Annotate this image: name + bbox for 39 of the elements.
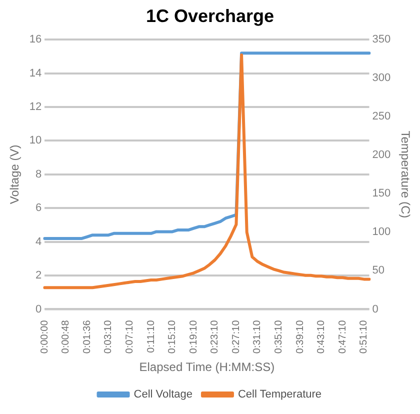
y2-tick-label: 150 xyxy=(372,188,391,200)
y2-axis-title: Temperature (C) xyxy=(398,130,412,218)
x-tick-label: 0:31:10 xyxy=(252,320,264,354)
legend-label: Cell Voltage xyxy=(134,388,192,401)
y2-tick-label: 100 xyxy=(372,226,391,238)
y-tick-label: 4 xyxy=(36,236,42,248)
x-tick-label: 0:07:10 xyxy=(124,320,136,354)
x-tick-label: 0:27:10 xyxy=(230,320,242,354)
x-tick-label: 0:01:36 xyxy=(82,320,93,354)
y-tick-label: 14 xyxy=(29,67,42,80)
y2-tick-label: 0 xyxy=(372,303,378,316)
y-tick-label: 8 xyxy=(36,168,42,180)
x-axis-title: Elapsed Time (H:MM:SS) xyxy=(139,360,275,374)
x-tick-label: 0:15:10 xyxy=(167,320,178,354)
x-tick-label: 0:00:48 xyxy=(60,320,72,354)
x-tick-label: 0:39:10 xyxy=(294,320,306,354)
x-tick-label: 0:43:10 xyxy=(316,320,328,354)
y2-tick-label: 250 xyxy=(372,110,391,123)
x-tick-label: 0:35:10 xyxy=(274,320,285,354)
x-tick-label: 0:47:10 xyxy=(337,320,348,354)
x-tick-label: 0:00:00 xyxy=(39,320,50,354)
y-tick-label: 6 xyxy=(36,202,42,214)
x-tick-label: 0:03:10 xyxy=(103,320,114,354)
x-tick-label: 0:23:10 xyxy=(210,320,221,354)
y2-tick-label: 350 xyxy=(372,34,391,46)
y-tick-label: 16 xyxy=(29,34,42,46)
y2-tick-label: 200 xyxy=(372,149,391,162)
x-tick-label: 0:11:10 xyxy=(146,320,157,353)
y-tick-label: 12 xyxy=(29,101,42,114)
x-tick-label: 0:51:10 xyxy=(358,320,370,354)
y-axis-title: Voltage (V) xyxy=(8,144,22,204)
chart-title: 1C Overcharge xyxy=(146,6,274,26)
y-tick-label: 10 xyxy=(29,134,42,147)
y2-tick-label: 300 xyxy=(372,72,391,84)
y-tick-label: 2 xyxy=(36,270,42,282)
y2-tick-label: 50 xyxy=(372,264,384,277)
x-tick-label: 0:19:10 xyxy=(188,320,200,354)
legend-label: Cell Temperature xyxy=(238,388,322,401)
y-tick-label: 0 xyxy=(36,303,42,316)
